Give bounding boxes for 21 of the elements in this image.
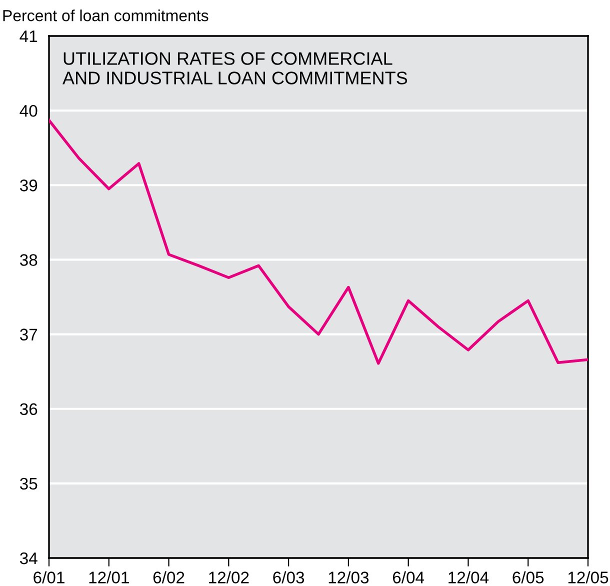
- y-tick-label: 34: [20, 552, 38, 564]
- y-tick-label: 41: [20, 30, 38, 42]
- y-tick-label: 40: [20, 104, 38, 117]
- line-series: [49, 118, 588, 365]
- x-tick-label: 12/01: [89, 571, 129, 584]
- y-tick-label: 37: [20, 328, 38, 340]
- x-tick-label: 12/03: [328, 571, 369, 584]
- x-tick-label: 6/05: [512, 571, 544, 584]
- x-tick-label: 6/02: [153, 571, 184, 584]
- text: UTILIZATION RATES OF COMMERCIAL AND INDUSTRIAL LOAN COMMITMENTS: [62, 52, 408, 84]
- x-tick-label: 6/03: [273, 571, 304, 584]
- y-tick-label: 38: [20, 254, 38, 266]
- y-tick-label: 35: [20, 478, 38, 490]
- y-tick-label: 39: [20, 180, 38, 192]
- y-axis-title: Percent of loan commitments: [3, 10, 208, 22]
- x-tick-label: 12/04: [448, 571, 489, 584]
- x-tick-label: 6/04: [392, 571, 424, 584]
- x-tick-label: 12/05: [568, 571, 608, 584]
- x-tick-label: 12/02: [209, 571, 249, 584]
- x-tick-label: 6/01: [34, 571, 64, 584]
- y-tick-label: 36: [20, 403, 38, 416]
